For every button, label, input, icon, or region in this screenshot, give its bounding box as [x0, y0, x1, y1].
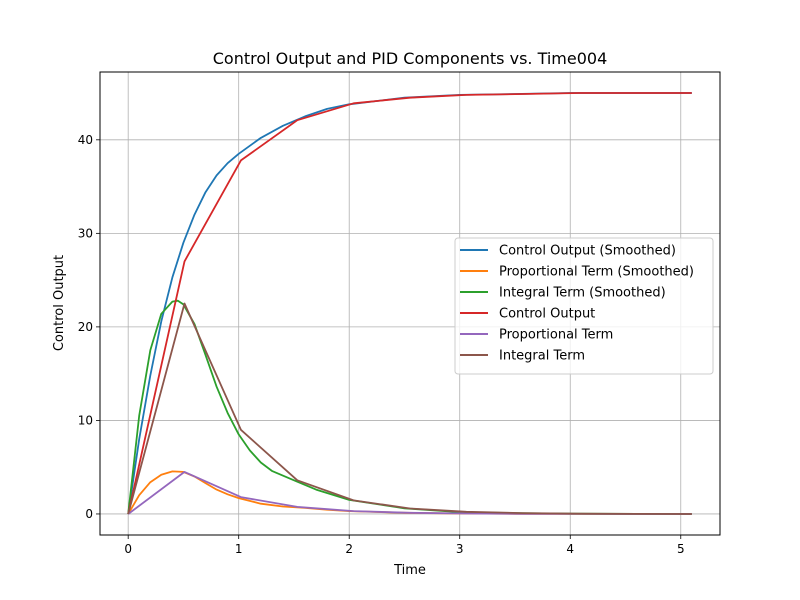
- x-tick-label: 5: [677, 542, 685, 556]
- legend-label: Integral Term: [499, 349, 585, 364]
- y-tick-label: 40: [78, 133, 93, 147]
- chart-title: Control Output and PID Components vs. Ti…: [213, 49, 608, 68]
- legend-label: Control Output (Smoothed): [499, 244, 676, 259]
- legend-box: [454, 237, 714, 375]
- x-tick-label: 1: [235, 542, 243, 556]
- grid: [100, 72, 720, 535]
- ticks: 0 1 2 3 4 5 0 10 20 30 40: [78, 133, 685, 556]
- legend-label: Proportional Term (Smoothed): [499, 265, 694, 280]
- y-tick-label: 10: [78, 413, 93, 427]
- series-line-control-output: [127, 92, 692, 515]
- x-axis-label: Time: [393, 563, 426, 578]
- y-tick-label: 30: [78, 226, 93, 240]
- x-tick-label: 2: [345, 542, 353, 556]
- x-tick-label: 0: [124, 542, 132, 556]
- legend-label: Integral Term (Smoothed): [499, 286, 666, 301]
- plot-frame: [99, 71, 721, 536]
- legend-label: Proportional Term: [499, 328, 613, 343]
- y-tick-label: 20: [78, 320, 93, 334]
- y-tick-label: 0: [85, 507, 93, 521]
- series-layer: [127, 92, 692, 515]
- series-line-integral-term: [127, 302, 692, 515]
- x-tick-label: 3: [456, 542, 464, 556]
- x-tick-label: 4: [566, 542, 574, 556]
- legend: Control Output (Smoothed) Proportional Te…: [454, 237, 714, 375]
- y-axis-label: Control Output: [52, 255, 67, 351]
- legend-label: Control Output: [499, 307, 595, 322]
